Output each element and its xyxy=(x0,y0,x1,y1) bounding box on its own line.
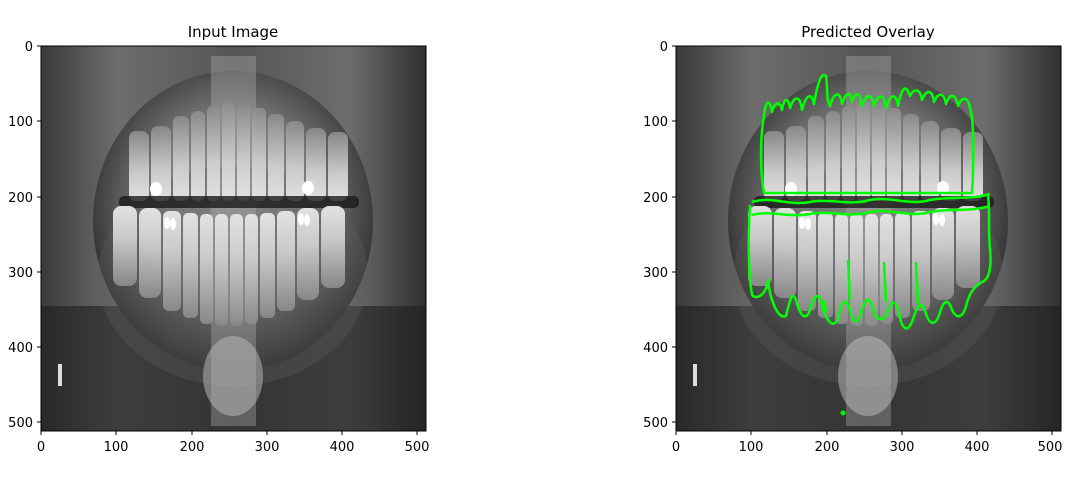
y-tick-label: 0 xyxy=(25,40,33,55)
y-axis: 0 100 200 300 400 500 xyxy=(643,40,676,431)
x-tick-label: 500 xyxy=(405,440,430,455)
y-tick-label: 400 xyxy=(643,341,668,356)
x-tick-label: 100 xyxy=(104,440,129,455)
y-tick-label: 300 xyxy=(8,266,33,281)
x-tick-label: 200 xyxy=(180,440,205,455)
segmentation-contours xyxy=(747,73,992,416)
panel-title: Input Image xyxy=(188,23,279,41)
panel-predicted-overlay: Predicted Overlay 0 100 200 xyxy=(643,23,1062,455)
x-tick-label: 400 xyxy=(965,440,990,455)
x-tick-label: 0 xyxy=(672,440,680,455)
x-axis: 0 100 200 300 400 500 xyxy=(672,431,1063,455)
y-tick-label: 500 xyxy=(643,416,668,431)
panel-input-image: Input Image 0 100 200 300 400 500 xyxy=(8,23,429,455)
y-tick-label: 400 xyxy=(8,341,33,356)
x-tick-label: 200 xyxy=(815,440,840,455)
y-tick-label: 500 xyxy=(8,416,33,431)
axes-frame xyxy=(675,45,1062,432)
y-tick-label: 200 xyxy=(643,191,668,206)
x-tick-label: 0 xyxy=(37,440,45,455)
xray-image-overlay xyxy=(676,46,1061,431)
xray-image xyxy=(41,46,426,431)
x-tick-label: 300 xyxy=(255,440,280,455)
y-tick-label: 200 xyxy=(8,191,33,206)
y-axis: 0 100 200 300 400 500 xyxy=(8,40,41,431)
x-tick-label: 100 xyxy=(739,440,764,455)
x-tick-label: 300 xyxy=(890,440,915,455)
x-tick-label: 400 xyxy=(330,440,355,455)
x-axis: 0 100 200 300 400 500 xyxy=(37,431,430,455)
y-tick-label: 300 xyxy=(643,266,668,281)
axes-frame xyxy=(40,45,427,432)
panel-title: Predicted Overlay xyxy=(801,23,935,41)
y-tick-label: 100 xyxy=(643,115,668,130)
x-tick-label: 500 xyxy=(1038,440,1063,455)
y-tick-label: 0 xyxy=(660,40,668,55)
y-tick-label: 100 xyxy=(8,115,33,130)
